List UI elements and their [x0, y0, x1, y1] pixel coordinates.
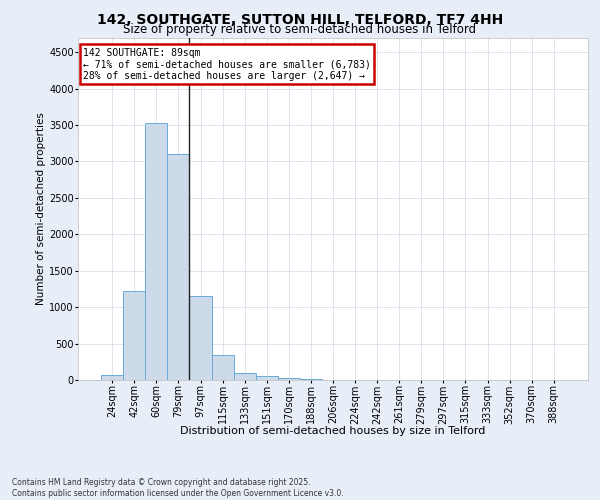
Text: 142 SOUTHGATE: 89sqm
← 71% of semi-detached houses are smaller (6,783)
28% of se: 142 SOUTHGATE: 89sqm ← 71% of semi-detac…: [83, 48, 371, 81]
Bar: [101, 374, 123, 380]
Bar: [167, 154, 190, 380]
Bar: [300, 378, 322, 380]
Bar: [145, 123, 167, 380]
Bar: [190, 296, 212, 380]
Bar: [278, 378, 300, 380]
Bar: [123, 291, 145, 380]
Bar: [212, 355, 233, 380]
Text: 142, SOUTHGATE, SUTTON HILL, TELFORD, TF7 4HH: 142, SOUTHGATE, SUTTON HILL, TELFORD, TF…: [97, 12, 503, 26]
Bar: [233, 372, 256, 380]
X-axis label: Distribution of semi-detached houses by size in Telford: Distribution of semi-detached houses by …: [181, 426, 485, 436]
Y-axis label: Number of semi-detached properties: Number of semi-detached properties: [37, 112, 46, 305]
Text: Contains HM Land Registry data © Crown copyright and database right 2025.
Contai: Contains HM Land Registry data © Crown c…: [12, 478, 344, 498]
Bar: [256, 376, 278, 380]
Text: Size of property relative to semi-detached houses in Telford: Size of property relative to semi-detach…: [124, 22, 476, 36]
